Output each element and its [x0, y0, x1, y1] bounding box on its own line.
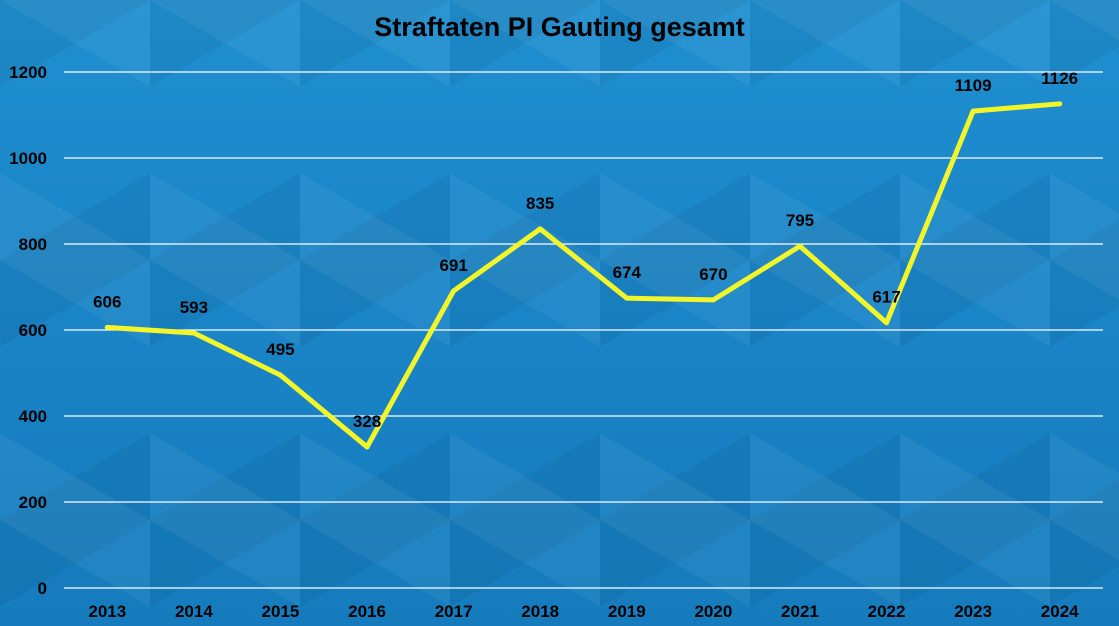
x-tick-label: 2013: [88, 602, 126, 621]
y-tick-label: 200: [19, 493, 47, 512]
x-tick-label: 2020: [694, 602, 732, 621]
data-point: [624, 295, 630, 301]
series-line: [104, 101, 1063, 450]
x-tick-label: 2016: [348, 602, 386, 621]
data-point: [537, 226, 543, 232]
data-label: 328: [353, 412, 381, 431]
data-label: 795: [786, 211, 814, 230]
x-tick-label: 2024: [1041, 602, 1079, 621]
data-point: [710, 297, 716, 303]
data-point: [451, 288, 457, 294]
data-point: [797, 243, 803, 249]
chart-title: Straftaten PI Gauting gesamt: [374, 12, 745, 42]
data-label: 617: [872, 288, 900, 307]
x-tick-label: 2023: [954, 602, 992, 621]
data-label: 670: [699, 265, 727, 284]
x-tick-label: 2014: [175, 602, 213, 621]
x-tick-label: 2018: [521, 602, 559, 621]
data-label: 495: [266, 340, 294, 359]
x-tick-label: 2019: [608, 602, 646, 621]
data-point: [364, 444, 370, 450]
x-tick-label: 2022: [868, 602, 906, 621]
data-point: [884, 320, 890, 326]
data-point: [277, 372, 283, 378]
x-tick-label: 2015: [262, 602, 300, 621]
data-label: 674: [613, 263, 642, 282]
y-tick-label: 600: [19, 321, 47, 340]
y-tick-label: 1200: [9, 63, 47, 82]
y-tick-label: 0: [38, 579, 47, 598]
x-tick-label: 2021: [781, 602, 819, 621]
y-tick-label: 400: [19, 407, 47, 426]
data-label: 835: [526, 194, 554, 213]
x-tick-label: 2017: [435, 602, 473, 621]
data-point: [970, 108, 976, 114]
data-label: 1109: [955, 76, 992, 95]
y-tick-label: 1000: [9, 149, 47, 168]
data-point: [191, 330, 197, 336]
data-label: 1126: [1041, 69, 1078, 88]
data-point: [104, 324, 110, 330]
data-label: 691: [439, 256, 467, 275]
data-point: [1057, 101, 1063, 107]
data-label: 606: [93, 292, 121, 311]
y-tick-label: 800: [19, 235, 47, 254]
data-label: 593: [180, 298, 208, 317]
